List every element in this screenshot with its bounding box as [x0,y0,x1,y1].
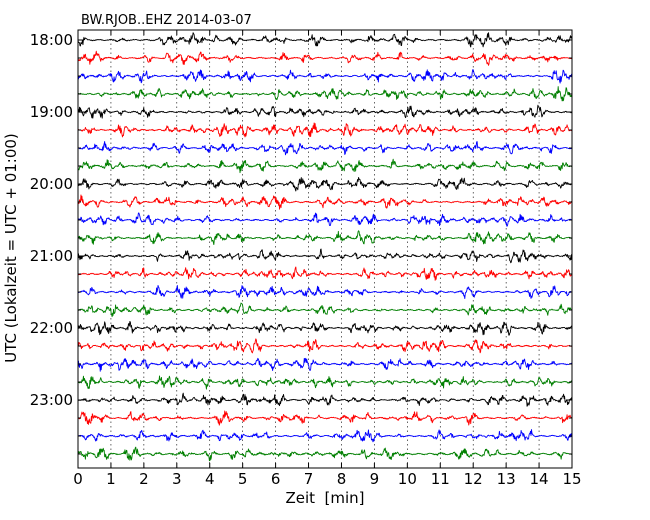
trace-line [77,50,573,66]
x-tick-labels: 0 1 2 3 4 5 6 7 8 9 10 11 12 13 14 15 [73,470,581,488]
trace-line [77,86,573,102]
trace-line [77,446,573,462]
chart-title: BW.RJOB..EHZ 2014-03-07 [81,13,252,28]
trace-line [77,104,573,119]
x-tick-label: 6 [271,470,281,488]
x-tick-label: 2 [139,470,149,488]
seismic-traces [77,32,573,462]
x-tick-label: 4 [205,470,215,488]
y-tick-label: 20:00 [30,175,73,193]
x-tick-label: 3 [172,470,182,488]
trace-line [77,32,573,48]
axis-ticks [77,30,573,468]
trace-line [77,266,573,281]
y-tick-label: 22:00 [30,319,73,337]
x-tick-label: 5 [238,470,248,488]
trace-line [77,338,573,354]
trace-line [77,158,573,174]
trace-line [77,429,573,443]
trace-line [77,141,573,156]
x-tick-label: 13 [497,470,516,488]
y-tick-label: 19:00 [30,103,73,121]
y-tick-label: 21:00 [30,247,73,265]
trace-line [77,321,573,336]
trace-line [77,212,573,227]
trace-line [77,285,573,300]
trace-line [77,302,573,318]
x-tick-label: 14 [530,470,549,488]
trace-line [77,248,573,264]
trace-line [77,375,573,390]
x-tick-label: 0 [73,470,83,488]
trace-line [77,392,573,407]
x-axis-label: Zeit [min] [285,489,364,507]
x-tick-label: 7 [304,470,314,488]
trace-line [77,357,573,372]
trace-line [77,122,573,138]
y-axis-label: UTC (Lokalzeit = UTC + 01:00) [2,133,20,363]
x-tick-label: 1 [106,470,116,488]
trace-line [77,410,573,426]
y-tick-labels: 18:00 19:00 20:00 21:00 22:00 23:00 [30,31,73,409]
trace-line [77,69,573,84]
trace-line [77,194,573,210]
plot-frame [77,29,573,469]
x-tick-label: 15 [562,470,581,488]
trace-line [77,176,573,192]
y-tick-label: 18:00 [30,31,73,49]
x-tick-label: 10 [398,470,417,488]
x-tick-label: 11 [431,470,450,488]
trace-line [77,230,573,246]
x-tick-label: 8 [337,470,347,488]
y-tick-label: 23:00 [30,391,73,409]
x-tick-label: 12 [464,470,483,488]
x-tick-label: 9 [370,470,380,488]
